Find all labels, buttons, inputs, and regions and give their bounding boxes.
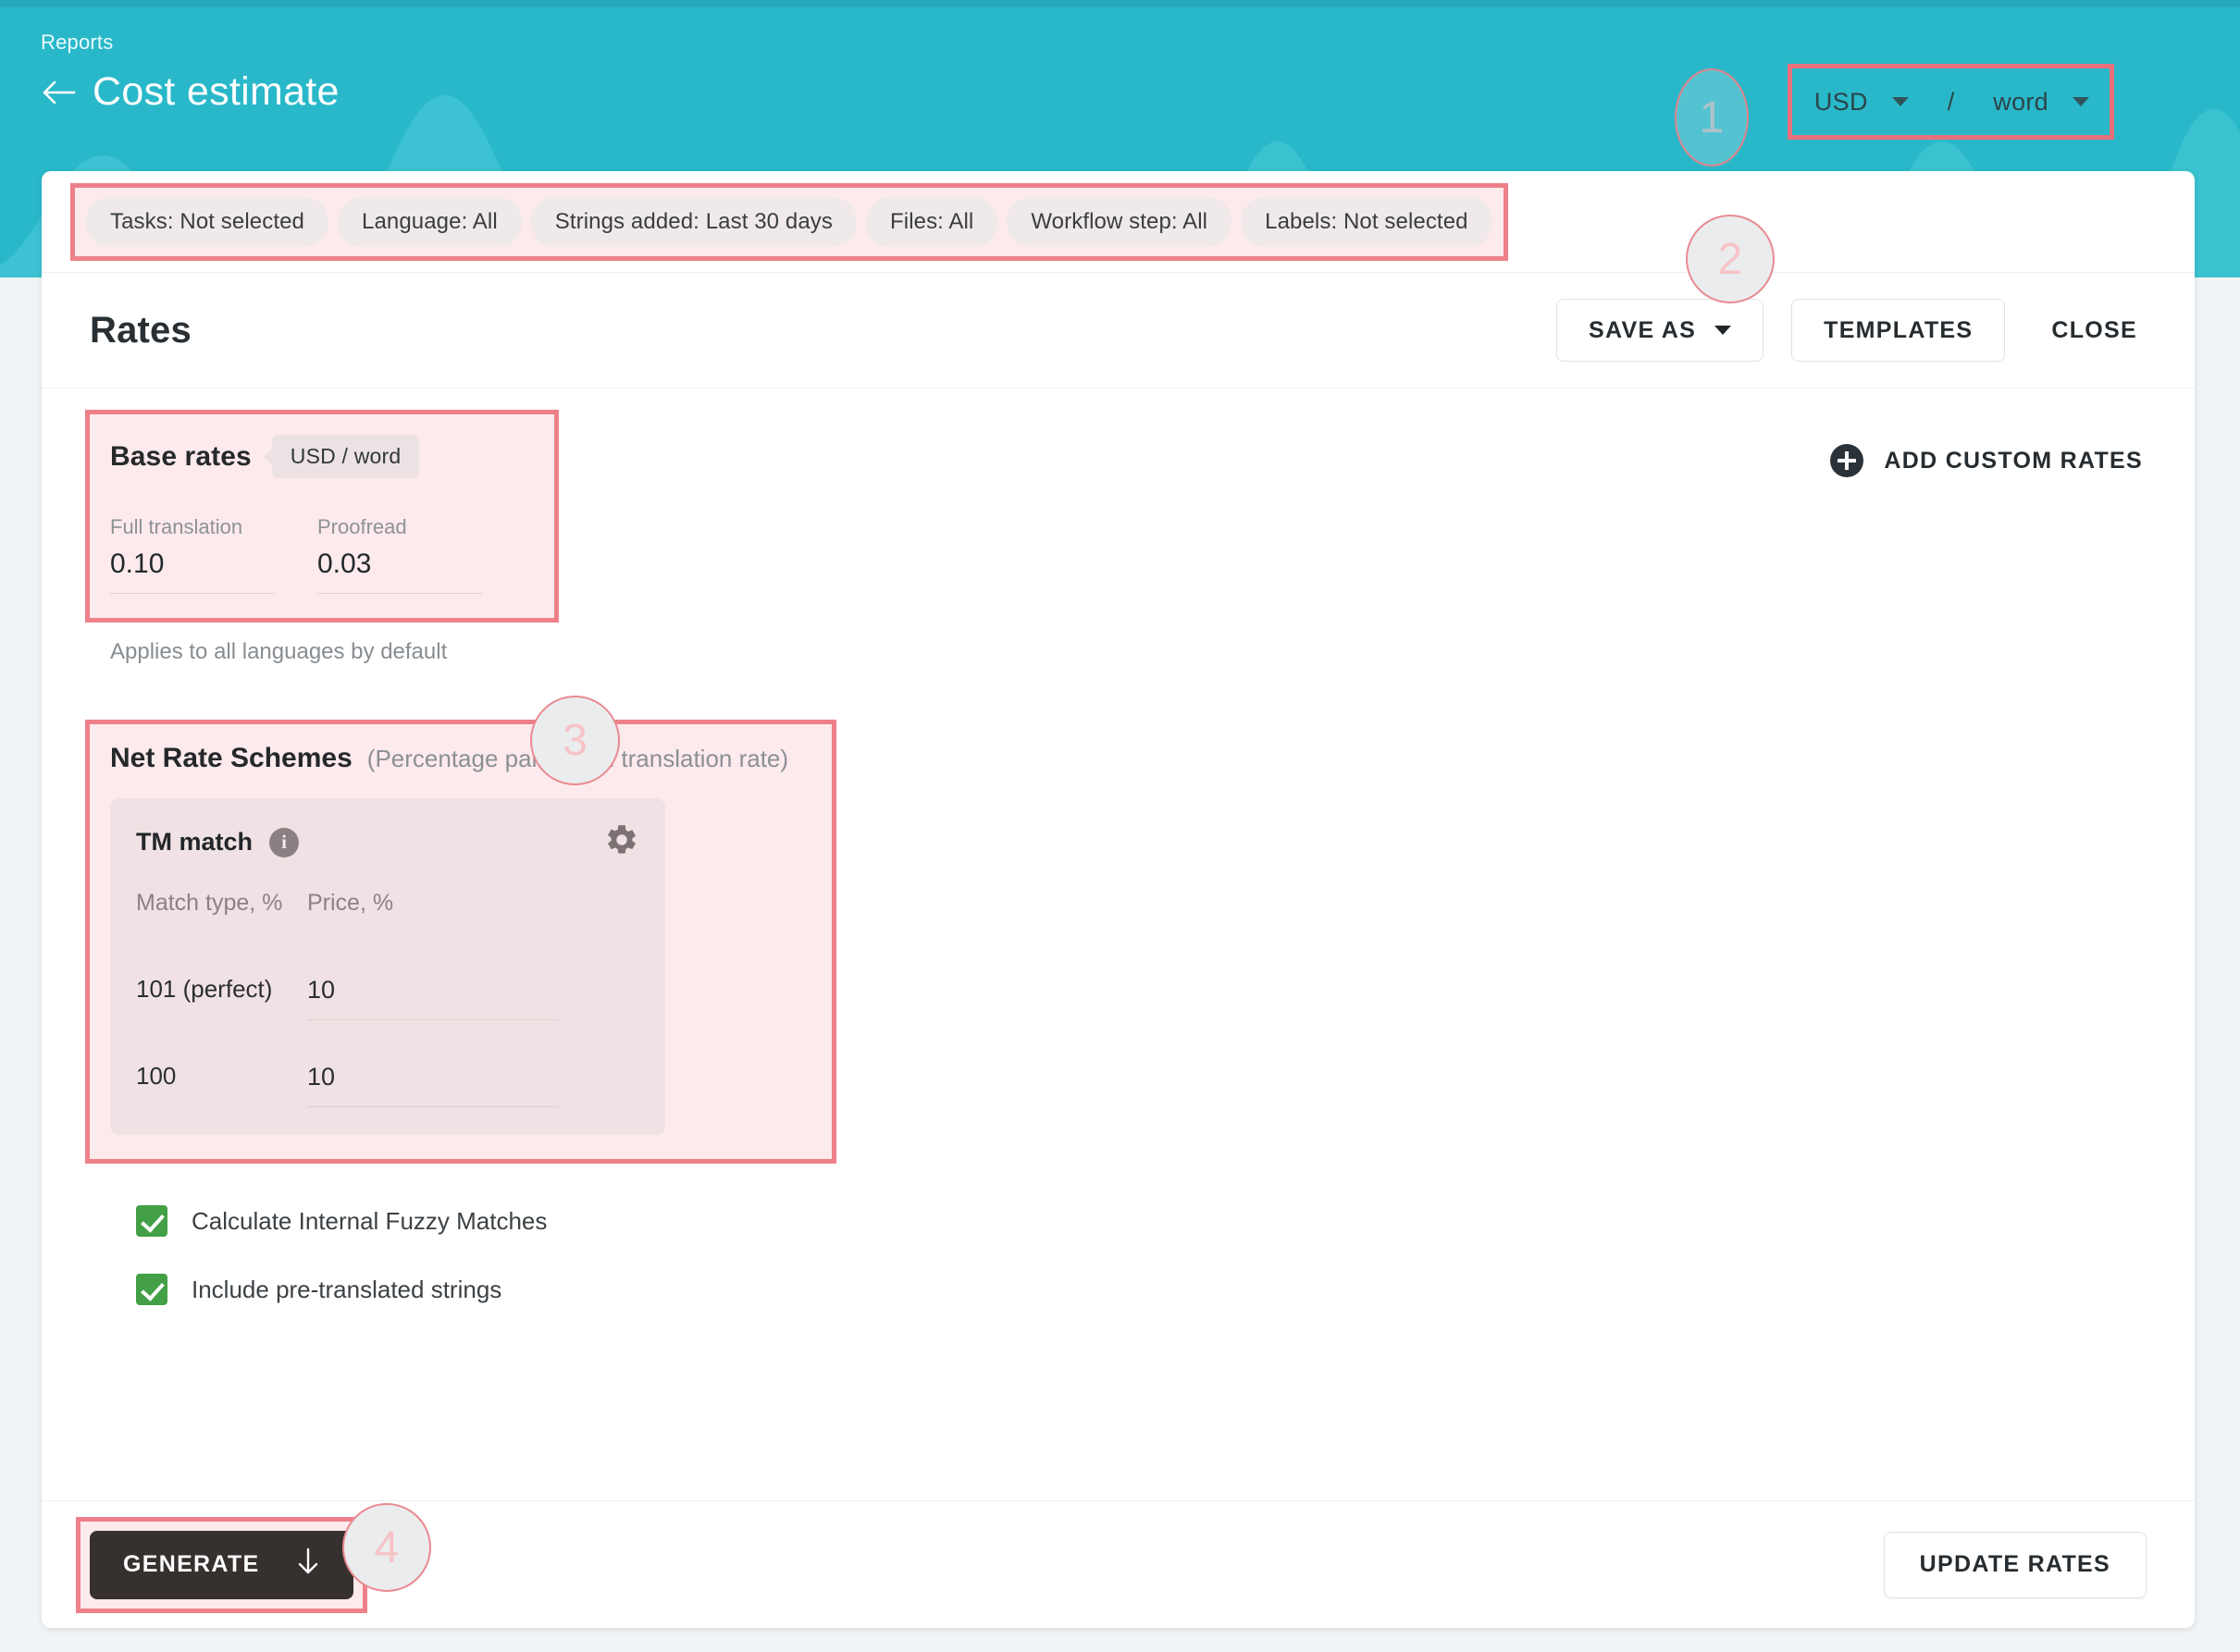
annotation-marker-4: 4 xyxy=(342,1503,431,1592)
tm-match-head: TM match i xyxy=(136,822,639,862)
save-as-label: SAVE AS xyxy=(1589,316,1697,343)
rates-actions: SAVE AS TEMPLATES CLOSE xyxy=(1556,299,2147,362)
tm-match-title: TM match xyxy=(136,828,254,856)
arrow-left-icon[interactable] xyxy=(41,75,76,110)
section-title-rates: Rates xyxy=(90,309,192,351)
proofread-input[interactable]: 0.03 xyxy=(317,549,482,594)
generate-button[interactable]: GENERATE xyxy=(90,1530,354,1599)
filter-chip-workflow-step[interactable]: Workflow step: All xyxy=(1007,196,1232,247)
annotation-marker-1: 1 xyxy=(1675,68,1749,166)
table-row: 101 (perfect) 10 xyxy=(136,933,639,1020)
tm-match-type-value: 100 xyxy=(136,1062,177,1090)
annotation-marker-3: 3 xyxy=(530,696,620,785)
tm-match-card: TM match i Match type, % Price, % xyxy=(110,798,665,1135)
filter-bar: Tasks: Not selected Language: All String… xyxy=(42,171,2195,273)
tm-price-input[interactable]: 10 xyxy=(307,976,559,1020)
base-rates-fields: Full translation 0.10 Proofread 0.03 xyxy=(110,515,532,594)
table-row: 100 10 xyxy=(136,1020,639,1107)
option-include-pre-translated-strings[interactable]: Include pre-translated strings xyxy=(136,1274,2147,1305)
currency-amount-select[interactable]: USD xyxy=(1814,88,1909,117)
filter-chip-files[interactable]: Files: All xyxy=(866,196,998,247)
cost-estimate-card: Tasks: Not selected Language: All String… xyxy=(42,171,2195,1628)
update-rates-label: UPDATE RATES xyxy=(1919,1551,2110,1577)
tm-match-title-group: TM match i xyxy=(136,827,300,857)
card-footer: GENERATE UPDATE RATES xyxy=(42,1500,2195,1628)
page-title-row: Cost estimate xyxy=(41,72,340,112)
templates-button[interactable]: TEMPLATES xyxy=(1791,299,2006,362)
header-top-line xyxy=(0,0,2240,7)
filter-chip-labels[interactable]: Labels: Not selected xyxy=(1241,196,1492,247)
filter-chip-language[interactable]: Language: All xyxy=(338,196,522,247)
options-group: Calculate Internal Fuzzy Matches Include… xyxy=(90,1205,2147,1305)
tm-column-price: Price, % xyxy=(307,890,394,916)
chevron-down-icon xyxy=(1714,326,1732,335)
arrow-down-icon xyxy=(296,1547,320,1582)
option-label: Calculate Internal Fuzzy Matches xyxy=(192,1206,548,1235)
filter-chip-group: Tasks: Not selected Language: All String… xyxy=(70,182,1508,261)
base-rates-note: Applies to all languages by default xyxy=(110,639,448,664)
tm-price-input[interactable]: 10 xyxy=(307,1063,559,1107)
plus-circle-icon xyxy=(1830,444,1864,477)
close-button[interactable]: CLOSE xyxy=(2051,316,2137,343)
gear-icon[interactable] xyxy=(604,822,639,862)
currency-unit-value: word xyxy=(1993,87,2048,116)
full-translation-input[interactable]: 0.10 xyxy=(110,549,275,594)
full-translation-field: Full translation 0.10 xyxy=(110,515,275,594)
breadcrumb[interactable]: Reports xyxy=(41,31,114,54)
proofread-label: Proofread xyxy=(317,515,407,538)
net-rate-schemes-panel: Net Rate Schemes (Percentage paid of ful… xyxy=(85,720,836,1164)
base-rates-row: Base rates USD / word Full translation 0… xyxy=(85,388,2147,665)
filter-chip-tasks[interactable]: Tasks: Not selected xyxy=(86,196,328,247)
checkbox-checked-icon[interactable] xyxy=(136,1205,167,1237)
page-title: Cost estimate xyxy=(93,69,340,114)
checkbox-checked-icon[interactable] xyxy=(136,1274,167,1305)
currency-separator: / xyxy=(1947,87,1955,116)
add-custom-rates-label: ADD CUSTOM RATES xyxy=(1884,447,2143,474)
rates-body: Base rates USD / word Full translation 0… xyxy=(42,388,2195,1469)
generate-button-wrapper: GENERATE xyxy=(75,1516,368,1613)
rates-header: Rates SAVE AS TEMPLATES CLOSE xyxy=(42,273,2195,388)
currency-amount-value: USD xyxy=(1813,87,1868,116)
generate-label: GENERATE xyxy=(123,1551,260,1577)
currency-selector[interactable]: USD / word xyxy=(1787,64,2115,140)
base-rates-panel: Base rates USD / word Full translation 0… xyxy=(85,410,559,623)
info-icon[interactable]: i xyxy=(269,827,300,857)
proofread-field: Proofread 0.03 xyxy=(317,515,482,594)
tm-match-type-value: 101 (perfect) xyxy=(136,975,273,1003)
currency-unit-select[interactable]: word xyxy=(1993,88,2089,117)
templates-label: TEMPLATES xyxy=(1824,316,1974,343)
option-label: Include pre-translated strings xyxy=(192,1275,502,1303)
update-rates-button[interactable]: UPDATE RATES xyxy=(1883,1531,2147,1598)
base-rates-title: Base rates xyxy=(110,440,252,472)
full-translation-label: Full translation xyxy=(110,515,243,538)
tm-match-rows: 101 (perfect) 10 100 10 xyxy=(136,933,639,1107)
base-rates-unit-badge: USD / word xyxy=(271,435,420,478)
add-custom-rates-button[interactable]: ADD CUSTOM RATES xyxy=(1830,444,2147,477)
chevron-down-icon xyxy=(2073,97,2089,106)
tm-match-column-headers: Match type, % Price, % xyxy=(136,890,639,917)
filter-chip-strings-added[interactable]: Strings added: Last 30 days xyxy=(530,196,857,247)
base-rates-head: Base rates USD / word xyxy=(110,435,532,478)
net-rate-schemes-head: Net Rate Schemes (Percentage paid of ful… xyxy=(110,743,810,774)
save-as-button[interactable]: SAVE AS xyxy=(1556,299,1764,362)
net-rate-schemes-title: Net Rate Schemes xyxy=(110,743,353,773)
chevron-down-icon xyxy=(1891,97,1909,106)
option-calculate-internal-fuzzy-matches[interactable]: Calculate Internal Fuzzy Matches xyxy=(136,1205,2147,1237)
tm-column-match-type: Match type, % xyxy=(136,890,283,916)
annotation-marker-2: 2 xyxy=(1686,215,1775,303)
